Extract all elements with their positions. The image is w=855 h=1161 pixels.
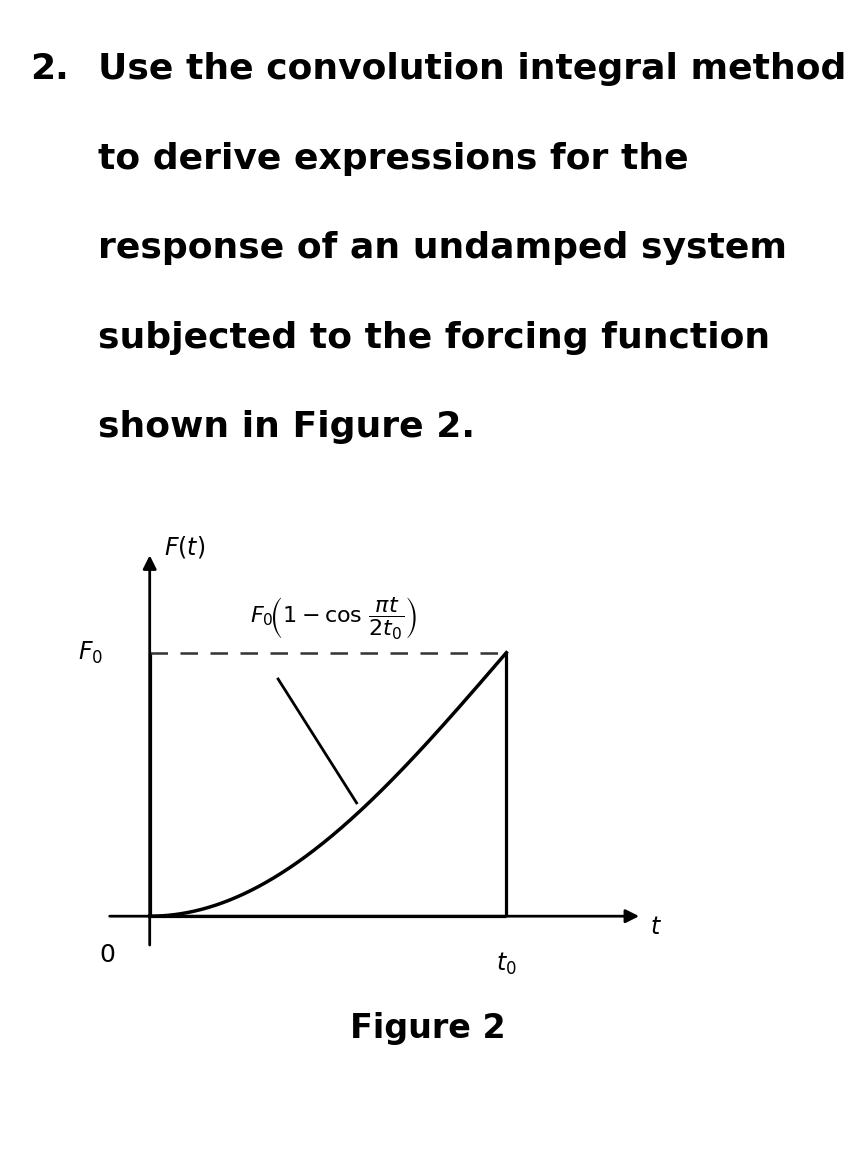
Text: 2.: 2. [30, 52, 68, 86]
Text: $0$: $0$ [99, 943, 115, 967]
Text: subjected to the forcing function: subjected to the forcing function [98, 320, 770, 354]
Text: shown in Figure 2.: shown in Figure 2. [98, 410, 475, 444]
Text: $\mathit{F}_0$: $\mathit{F}_0$ [79, 640, 103, 665]
Text: $\mathit{F}(\mathit{t})$: $\mathit{F}(\mathit{t})$ [164, 534, 205, 561]
Text: Figure 2: Figure 2 [350, 1011, 505, 1045]
Text: to derive expressions for the: to derive expressions for the [98, 142, 689, 175]
Text: $\mathit{t}_0$: $\mathit{t}_0$ [496, 951, 516, 976]
Text: Use the convolution integral method: Use the convolution integral method [98, 52, 846, 86]
Text: $\mathit{F}_0\!\left(1-\cos\,\dfrac{\pi t}{2t_0}\right)$: $\mathit{F}_0\!\left(1-\cos\,\dfrac{\pi … [250, 596, 417, 641]
Text: response of an undamped system: response of an undamped system [98, 231, 787, 265]
Text: $\mathit{t}$: $\mathit{t}$ [650, 915, 662, 939]
